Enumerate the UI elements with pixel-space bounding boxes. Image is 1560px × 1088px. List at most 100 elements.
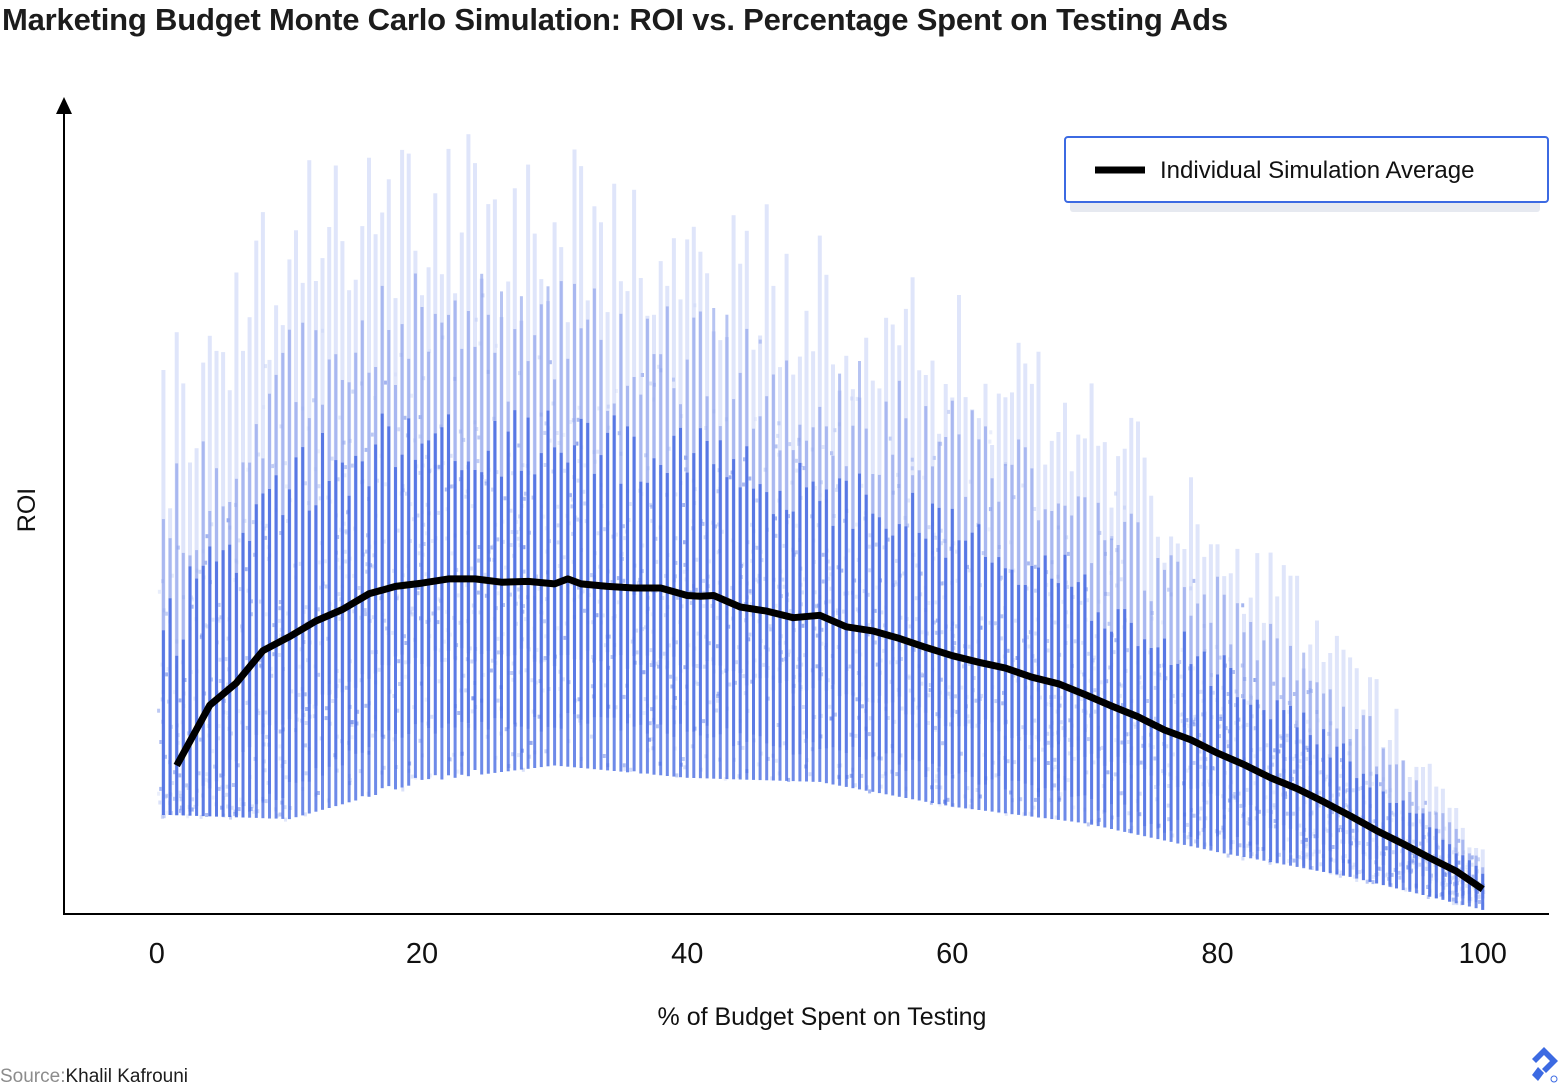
scatter-streak <box>990 562 994 812</box>
scatter-streak <box>977 524 981 810</box>
scatter-point <box>251 520 255 525</box>
scatter-point <box>1192 722 1196 727</box>
scatter-point <box>350 463 354 468</box>
scatter-point <box>398 682 402 686</box>
scatter-point <box>217 736 221 741</box>
scatter-point <box>1033 718 1037 723</box>
legend-box <box>1064 136 1549 203</box>
scatter-point <box>278 606 282 611</box>
scatter-point <box>628 502 632 506</box>
scatter-point <box>226 682 230 687</box>
scatter-point <box>178 793 182 798</box>
x-tick-label: 20 <box>406 938 438 970</box>
scatter-point <box>1199 756 1203 761</box>
scatter-point <box>278 729 282 734</box>
scatter-point <box>994 699 998 704</box>
scatter-streak <box>539 453 543 768</box>
scatter-point <box>1154 785 1157 789</box>
scatter-point <box>955 624 959 629</box>
scatter-point <box>511 661 515 666</box>
scatter-point <box>895 558 899 563</box>
scatter-point <box>940 630 944 635</box>
scatter-point <box>854 594 858 599</box>
scatter-point <box>1128 828 1131 833</box>
scatter-point <box>928 688 932 693</box>
scatter-point <box>159 740 163 744</box>
scatter-point <box>490 658 494 663</box>
scatter-point <box>954 694 957 699</box>
scatter-point <box>1198 816 1202 821</box>
scatter-point <box>934 600 938 605</box>
scatter-point <box>728 682 732 687</box>
scatter-point <box>895 582 899 587</box>
scatter-streak <box>248 541 252 818</box>
scatter-point <box>637 581 640 586</box>
scatter-point <box>915 563 919 568</box>
scatter-point <box>264 364 268 369</box>
scatter-streak <box>413 459 417 778</box>
scatter-streak <box>592 473 596 770</box>
scatter-point <box>1053 783 1057 788</box>
scatter-streak <box>168 598 172 815</box>
scatter-point <box>483 572 487 577</box>
scatter-point <box>1191 719 1195 724</box>
scatter-point <box>316 449 320 454</box>
scatter-point <box>563 468 567 473</box>
scatter-point <box>1306 719 1309 724</box>
scatter-point <box>975 723 979 728</box>
scatter-point <box>522 545 526 550</box>
scatter-point <box>1426 895 1430 899</box>
scatter-point <box>868 568 872 573</box>
scatter-point <box>681 757 685 761</box>
scatter-point <box>766 756 770 761</box>
scatter-point <box>1333 858 1337 863</box>
scatter-point <box>834 712 837 717</box>
scatter-point <box>186 814 190 819</box>
scatter-point <box>820 713 823 718</box>
scatter-point <box>211 749 215 754</box>
scatter-point <box>615 389 618 393</box>
scatter-point <box>947 685 951 690</box>
scatter-point <box>801 590 804 595</box>
scatter-point <box>1053 757 1057 762</box>
scatter-point <box>716 694 720 699</box>
scatter-point <box>412 705 415 710</box>
scatter-point <box>821 579 825 584</box>
scatter-point <box>794 550 798 555</box>
scatter-point <box>371 615 375 620</box>
scatter-point <box>716 694 720 699</box>
scatter-point <box>702 578 705 583</box>
x-tick-labels: 0 20 40 60 80 100 <box>149 938 1507 970</box>
scatter-point <box>1241 856 1245 861</box>
scatter-point <box>787 777 791 782</box>
scatter-point <box>583 501 587 506</box>
scatter-point <box>161 813 165 818</box>
scatter-point <box>650 707 654 712</box>
scatter-point <box>649 381 652 386</box>
scatter-streak <box>1169 665 1173 842</box>
scatter-point <box>344 465 348 470</box>
scatter-point <box>895 660 899 665</box>
scatter-streak <box>917 532 921 801</box>
scatter-point <box>728 475 732 480</box>
scatter-point <box>178 698 182 703</box>
scatter-point <box>1066 624 1070 629</box>
scatter-streak <box>553 447 557 766</box>
scatter-point <box>648 721 652 726</box>
scatter-point <box>623 766 627 771</box>
scatter-point <box>1026 635 1029 640</box>
scatter-point <box>562 555 566 560</box>
scatter-point <box>304 743 308 748</box>
scatter-point <box>350 722 354 727</box>
scatter-point <box>795 523 799 528</box>
scatter-point <box>1351 828 1355 833</box>
scatter-point <box>867 623 871 628</box>
scatter-streak <box>175 463 179 816</box>
scatter-point <box>1066 551 1070 556</box>
scatter-point <box>875 585 879 590</box>
scatter-point <box>1138 812 1142 817</box>
scatter-streak <box>161 630 165 815</box>
scatter-point <box>1145 699 1149 703</box>
scatter-point <box>642 711 646 715</box>
scatter-point <box>681 757 685 761</box>
